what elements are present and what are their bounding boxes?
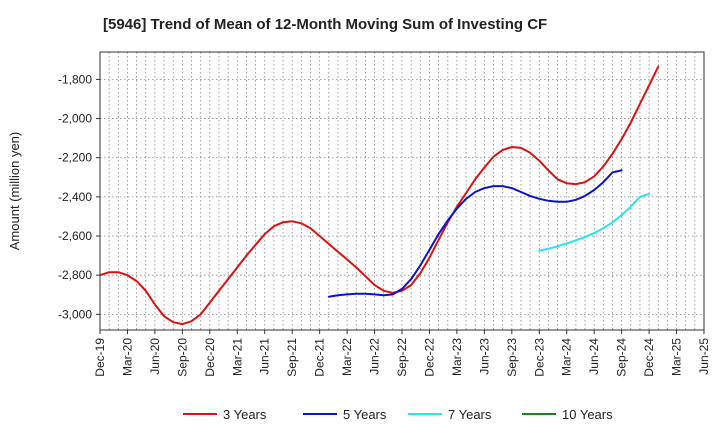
x-tick-label: Mar-23	[450, 338, 464, 376]
x-tick-label: Mar-22	[340, 338, 354, 376]
legend-label: 7 Years	[448, 407, 492, 422]
legend-item: 7 Years	[408, 407, 492, 422]
x-tick-label: Sep-24	[615, 338, 629, 377]
series-layer	[99, 65, 660, 326]
legend: 3 Years 5 Years 7 Years 10 Years	[183, 407, 613, 422]
y-axis: -1,800 -2,000 -2,200 -2,400 -2,600 -2,800 -3,0…	[58, 72, 100, 321]
series-line-5-years	[327, 169, 623, 298]
legend-label: 3 Years	[223, 407, 267, 422]
legend-item: 3 Years	[183, 407, 267, 422]
y-tick-label: -2,200	[58, 151, 92, 165]
x-tick-label: Jun-21	[258, 338, 272, 375]
x-tick-label: Dec-23	[532, 338, 546, 377]
chart-title: [5946] Trend of Mean of 12-Month Moving …	[103, 16, 547, 33]
y-tick-label: -2,600	[58, 229, 92, 243]
y-tick-label: -2,800	[58, 268, 92, 282]
legend-item: 5 Years	[303, 407, 387, 422]
legend-label: 10 Years	[562, 407, 613, 422]
x-tick-label: Jun-20	[148, 338, 162, 375]
x-tick-label: Sep-23	[505, 338, 519, 377]
x-tick-label: Dec-19	[93, 338, 107, 377]
series-line-3-years	[99, 65, 660, 326]
x-axis: Dec-19 Mar-20 Jun-20 Sep-20 Dec-20 Mar-21 Jun-…	[93, 330, 711, 377]
x-tick-label: Sep-21	[285, 338, 299, 377]
x-tick-label: Jun-24	[587, 338, 601, 375]
x-tick-label: Jun-22	[368, 338, 382, 375]
x-tick-label: Mar-21	[230, 338, 244, 376]
x-tick-label: Sep-20	[175, 338, 189, 377]
y-axis-label: Amount (million yen)	[7, 132, 22, 251]
legend-item: 10 Years	[522, 407, 613, 422]
x-tick-label: Dec-20	[203, 338, 217, 377]
x-tick-label: Dec-22	[422, 338, 436, 377]
y-tick-label: -3,000	[58, 307, 92, 321]
series-line-7-years	[538, 192, 651, 252]
x-tick-label: Dec-21	[313, 338, 327, 377]
y-tick-label: -2,000	[58, 112, 92, 126]
x-tick-label: Mar-24	[560, 338, 574, 376]
legend-label: 5 Years	[343, 407, 387, 422]
x-tick-label: Sep-22	[395, 338, 409, 377]
x-tick-label: Dec-24	[642, 338, 656, 377]
x-tick-label: Jun-23	[477, 338, 491, 375]
y-tick-label: -1,800	[58, 72, 92, 86]
x-tick-label: Mar-25	[670, 338, 684, 376]
x-tick-label: Mar-20	[120, 338, 134, 376]
y-tick-label: -2,400	[58, 190, 92, 204]
x-tick-label: Jun-25	[697, 338, 711, 375]
